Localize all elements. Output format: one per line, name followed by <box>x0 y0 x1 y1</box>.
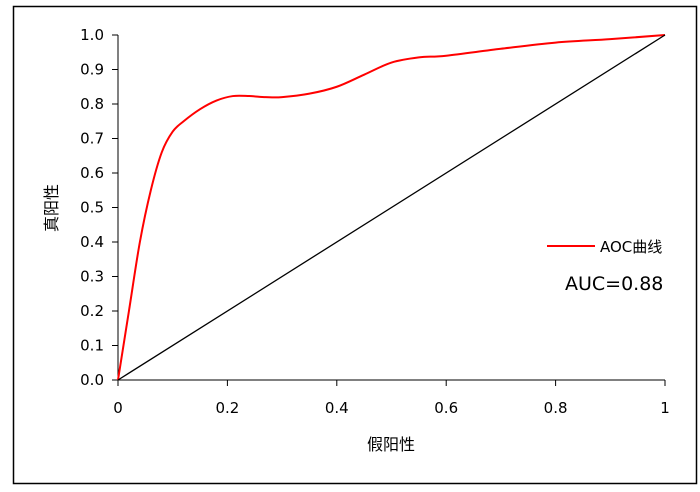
y-tick-label: 0.6 <box>80 164 104 182</box>
y-tick-label: 0.7 <box>80 130 104 148</box>
y-tick-label: 0.9 <box>80 61 104 79</box>
x-tick-label: 0.8 <box>544 399 568 417</box>
y-tick-label: 0.0 <box>80 371 104 389</box>
y-tick-label: 1.0 <box>80 26 104 44</box>
auc-annotation: AUC=0.88 <box>565 273 663 295</box>
ticks: 0 0.2 0.4 0.6 0.8 1 0.0 0.1 0.2 0.3 0.4 0.5 0.6 0.7 0.… <box>80 26 670 417</box>
x-tick-label: 0.2 <box>215 399 239 417</box>
x-tick-label: 0.6 <box>434 399 458 417</box>
series-group <box>117 34 666 381</box>
x-axis-label: 假阳性 <box>367 435 415 454</box>
roc-curve-line <box>117 34 666 381</box>
x-tick-label: 0 <box>113 399 123 417</box>
y-tick-label: 0.4 <box>80 233 104 251</box>
x-tick-label: 0.4 <box>325 399 349 417</box>
y-axis-label: 真阳性 <box>42 184 61 232</box>
diagonal-reference-line <box>117 34 666 381</box>
legend: AOC曲线 <box>547 238 662 256</box>
y-tick-label: 0.1 <box>80 337 104 355</box>
x-tick-label: 1 <box>660 399 670 417</box>
legend-label-aoc: AOC曲线 <box>600 238 662 256</box>
y-tick-label: 0.2 <box>80 302 104 320</box>
y-tick-label: 0.5 <box>80 199 104 217</box>
y-tick-label: 0.8 <box>80 95 104 113</box>
y-tick-label: 0.3 <box>80 268 104 286</box>
